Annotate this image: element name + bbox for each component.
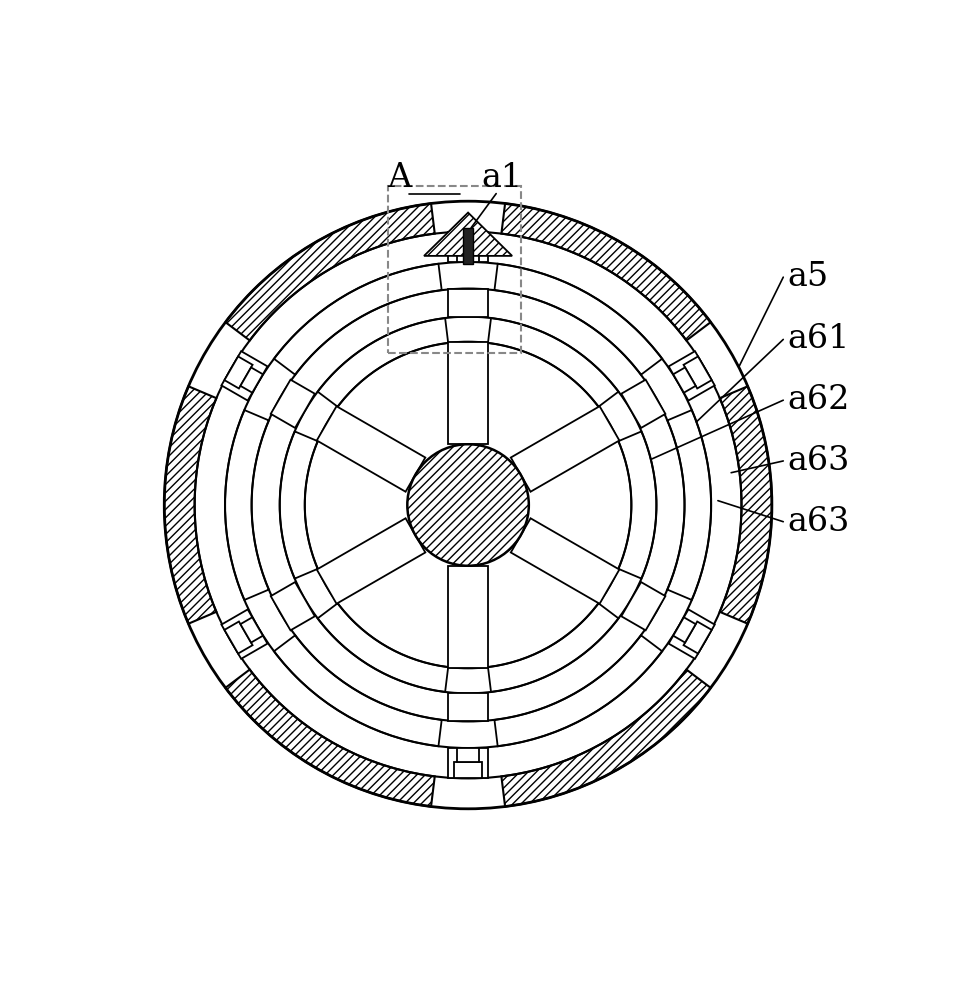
Polygon shape [225, 410, 269, 600]
Polygon shape [318, 318, 448, 407]
Polygon shape [455, 232, 482, 248]
Polygon shape [511, 406, 619, 492]
Polygon shape [458, 748, 478, 762]
Text: a1: a1 [482, 162, 522, 194]
Text: a63: a63 [787, 506, 850, 538]
Polygon shape [448, 342, 488, 444]
Polygon shape [448, 693, 488, 721]
Polygon shape [668, 609, 714, 659]
Polygon shape [448, 289, 488, 317]
Text: a63: a63 [787, 445, 850, 477]
Polygon shape [495, 264, 662, 375]
Circle shape [408, 444, 529, 566]
Polygon shape [279, 431, 318, 579]
Polygon shape [224, 356, 253, 388]
Polygon shape [240, 617, 263, 643]
Polygon shape [673, 367, 696, 393]
Polygon shape [684, 622, 711, 654]
Polygon shape [455, 762, 482, 778]
Polygon shape [274, 635, 442, 746]
Polygon shape [274, 264, 442, 375]
Polygon shape [225, 670, 435, 807]
Polygon shape [165, 386, 217, 624]
Polygon shape [424, 213, 513, 256]
Bar [463, 228, 473, 264]
Polygon shape [318, 603, 448, 692]
Polygon shape [448, 232, 488, 262]
Polygon shape [458, 248, 478, 262]
Polygon shape [448, 566, 488, 668]
Text: A: A [388, 162, 412, 194]
Polygon shape [621, 582, 665, 630]
Polygon shape [270, 380, 315, 428]
Polygon shape [668, 351, 714, 401]
Polygon shape [221, 351, 268, 401]
Polygon shape [240, 367, 263, 393]
Polygon shape [270, 582, 315, 630]
Polygon shape [618, 431, 657, 579]
Polygon shape [317, 406, 425, 492]
Polygon shape [719, 386, 772, 624]
Polygon shape [488, 603, 618, 692]
Polygon shape [673, 617, 696, 643]
Polygon shape [502, 203, 710, 340]
Bar [388, 186, 521, 353]
Polygon shape [621, 380, 665, 428]
Polygon shape [502, 670, 710, 807]
Text: a62: a62 [787, 384, 850, 416]
Polygon shape [488, 318, 618, 407]
Polygon shape [511, 518, 619, 604]
Polygon shape [225, 203, 435, 340]
Polygon shape [448, 748, 488, 778]
Polygon shape [667, 410, 711, 600]
Polygon shape [317, 518, 425, 604]
Polygon shape [221, 609, 268, 659]
Text: a61: a61 [787, 323, 850, 355]
Polygon shape [495, 635, 662, 746]
Polygon shape [224, 622, 253, 654]
Text: a5: a5 [787, 261, 828, 293]
Polygon shape [684, 356, 711, 388]
